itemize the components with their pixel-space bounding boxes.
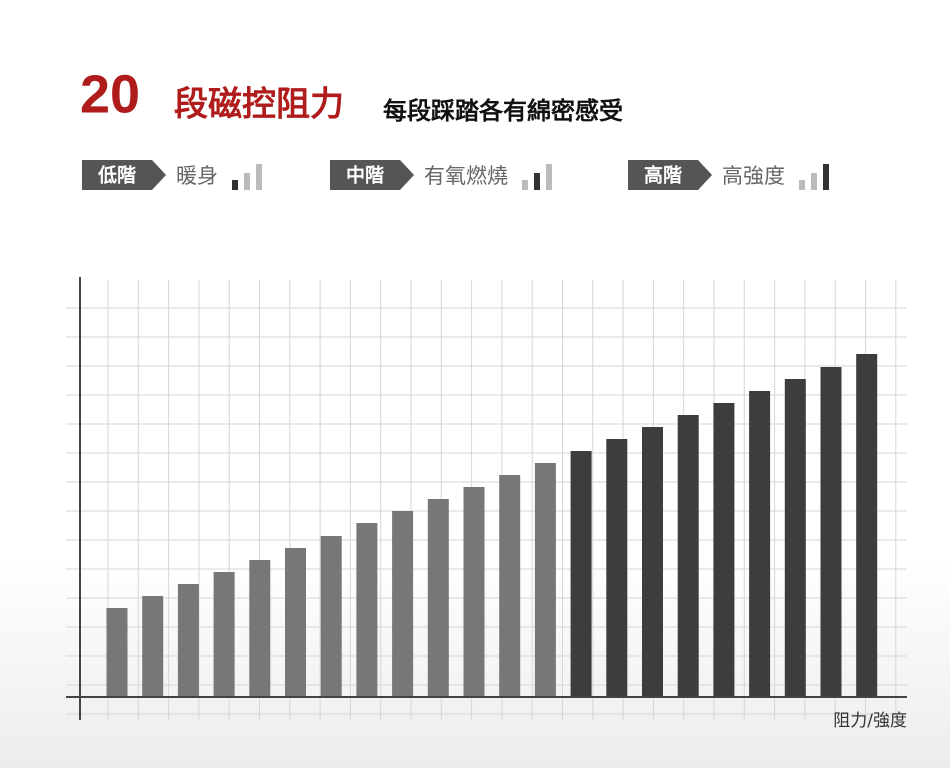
level-tag: 高階 <box>644 164 682 187</box>
title-number: 20 <box>80 64 140 124</box>
chart-title: 段磁控阻力 <box>174 85 344 125</box>
level-icon-bar <box>534 173 540 190</box>
bar <box>213 572 235 697</box>
bar <box>534 463 556 697</box>
level-label: 高強度 <box>722 164 785 188</box>
bar <box>677 415 699 697</box>
level-icon-bar <box>244 173 250 190</box>
level-tag: 低階 <box>97 164 136 187</box>
level-tag-box <box>628 160 698 190</box>
bar <box>142 596 164 697</box>
level-tag: 中階 <box>346 164 384 187</box>
level-icon-bar <box>256 164 262 190</box>
level-arrow <box>152 160 166 190</box>
bar <box>499 475 521 697</box>
levels: 低階 暖身 中階 有氧燃燒 高階 高強度 <box>82 160 829 190</box>
bar <box>392 511 414 697</box>
bars <box>106 354 878 697</box>
bar <box>820 367 842 697</box>
level-icon-bar <box>522 180 528 190</box>
level-icon-bar <box>546 164 552 190</box>
level-label: 暖身 <box>176 164 218 188</box>
bar <box>570 451 592 697</box>
level-icon-bar <box>799 180 805 190</box>
level-arrow <box>400 160 414 190</box>
level-icon-bar <box>232 180 238 190</box>
level-arrow <box>698 160 712 190</box>
bar <box>606 439 628 697</box>
bar <box>427 499 449 697</box>
level-icon-bar <box>811 173 817 190</box>
bar <box>713 403 735 697</box>
chart-subtitle: 每段踩踏各有綿密感受 <box>383 97 623 125</box>
bar <box>285 548 306 697</box>
level-label: 有氧燃燒 <box>424 164 508 188</box>
level-tag-box <box>82 160 152 190</box>
bar <box>249 560 271 697</box>
bar <box>356 523 378 697</box>
bar <box>784 379 806 697</box>
level-icon-bar <box>823 164 829 190</box>
bar <box>856 354 878 697</box>
x-axis-label: 阻力/強度 <box>833 711 907 731</box>
bar <box>106 608 128 697</box>
bar <box>320 536 342 697</box>
bar <box>177 584 199 697</box>
bar <box>463 487 485 697</box>
bar <box>749 391 771 697</box>
level-tag-box <box>330 160 400 190</box>
bar <box>642 427 663 697</box>
